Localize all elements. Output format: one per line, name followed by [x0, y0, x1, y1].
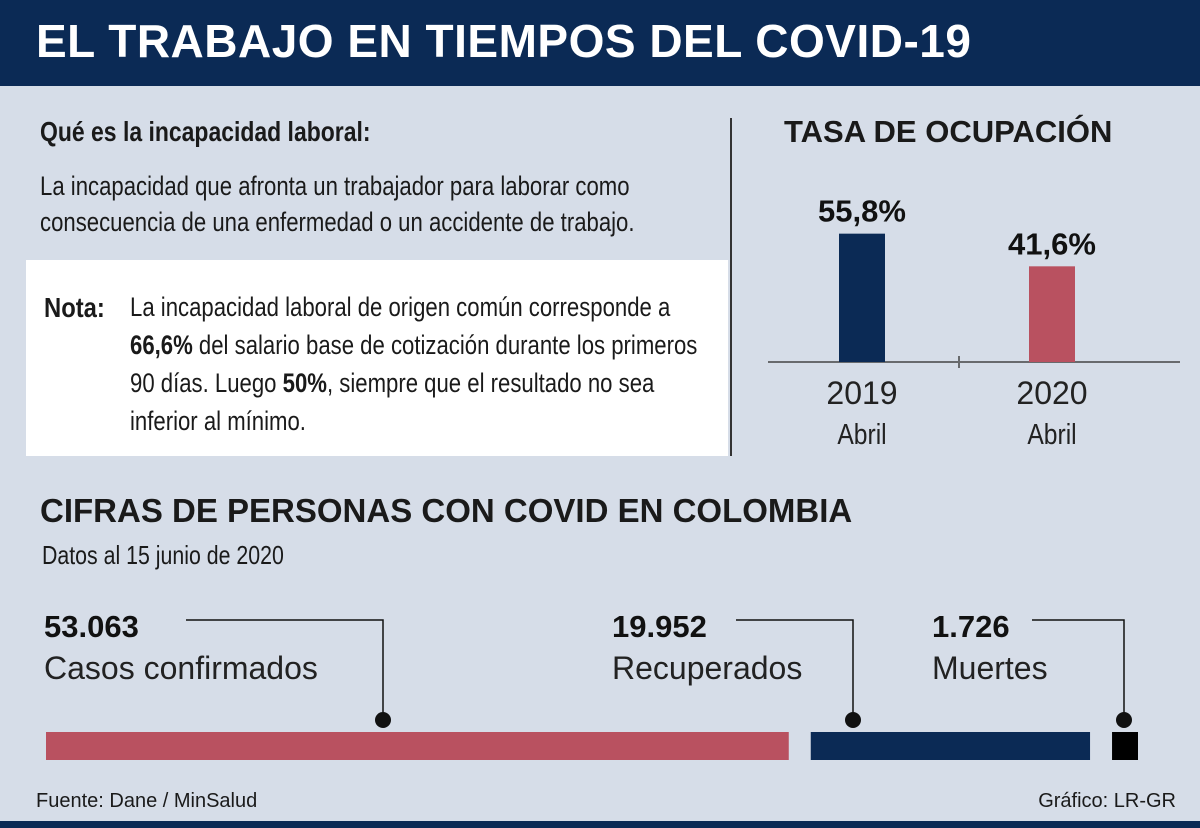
bar-muertes [1112, 732, 1138, 760]
category-label-casos-confirmados: Casos confirmados [44, 650, 318, 686]
definition-text: La incapacidad que afronta un trabajador… [40, 171, 635, 237]
leader-dot-recuperados [845, 712, 861, 728]
occupancy-chart-title: TASA DE OCUPACIÓN [784, 114, 1113, 149]
bar-2019 [839, 233, 885, 362]
leader-line-recuperados [736, 619, 854, 718]
graphic-credit: Gráfico: LR-GR [1038, 790, 1176, 812]
value-label-muertes: 1.726 [932, 609, 1010, 644]
leader-line-muertes [1032, 619, 1125, 718]
bar-casos-confirmados [46, 732, 789, 760]
note-box: Nota: La incapacidad laboral de origen c… [26, 260, 728, 456]
data-label-2020: 41,6% [1008, 226, 1096, 261]
note-text-part-1: La incapacidad laboral de origen común c… [130, 292, 671, 322]
covid-figures-title: CIFRAS DE PERSONAS CON COVID EN COLOMBIA [40, 492, 853, 529]
note-text-part-3: , siempre que el resultado no sea inferi… [130, 368, 655, 436]
covid-bar-chart: 53.063 Casos confirmados 19.952 Recuperados… [44, 609, 1138, 760]
data-label-2019: 55,8% [818, 194, 906, 229]
header-banner: EL TRABAJO EN TIEMPOS DEL COVID-19 [0, 0, 1200, 86]
value-label-recuperados: 19.952 [612, 609, 707, 644]
category-label-recuperados: Recuperados [612, 650, 802, 686]
covid-figures-subtitle: Datos al 15 junio de 2020 [42, 540, 284, 570]
x-sublabel-2020: Abril [1027, 418, 1076, 450]
definition-heading: Qué es la incapacidad laboral: [40, 116, 371, 147]
leader-dot-casos-confirmados [375, 712, 391, 728]
x-tick-label-2020: 2020 [1016, 375, 1087, 411]
note-highlight-1: 66,6% [130, 330, 193, 360]
value-label-casos-confirmados: 53.063 [44, 609, 139, 644]
x-sublabel-2019: Abril [837, 418, 886, 450]
bottom-bar [0, 821, 1200, 828]
page-title: EL TRABAJO EN TIEMPOS DEL COVID-19 [36, 15, 972, 67]
note-label: Nota: [44, 292, 105, 323]
bar-2020 [1029, 266, 1075, 362]
note-highlight-2: 50% [282, 368, 327, 398]
leader-dot-muertes [1116, 712, 1132, 728]
vertical-divider [730, 118, 732, 456]
note-text-part-2: del salario base de cotización durante l… [130, 330, 698, 398]
occupancy-bar-chart: 55,8% 2019 Abril 41,6% 2020 Abril [768, 194, 1180, 450]
x-tick-label-2019: 2019 [826, 375, 897, 411]
bar-recuperados [810, 732, 1091, 760]
leader-line-casos-confirmados [186, 619, 384, 718]
source-note: Fuente: Dane / MinSalud [36, 790, 258, 812]
note-text: La incapacidad laboral de origen común c… [130, 288, 704, 440]
category-label-muertes: Muertes [932, 650, 1048, 686]
